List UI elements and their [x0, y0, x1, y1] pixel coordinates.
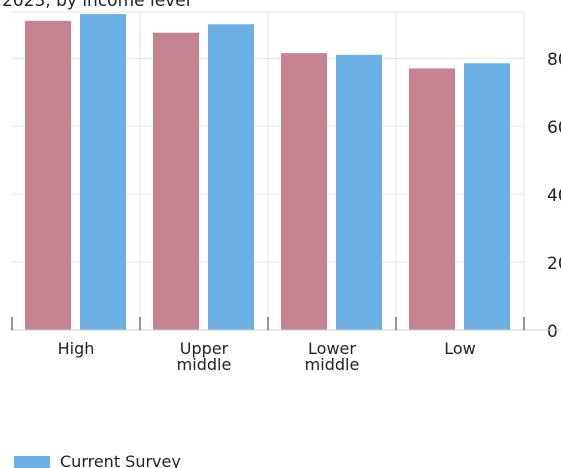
- y-tick-label: 40: [547, 186, 561, 206]
- y-tick-label: 0: [547, 322, 558, 342]
- bar: [409, 68, 455, 331]
- x-category-label: High: [58, 339, 95, 358]
- y-tick-label: 60: [547, 118, 561, 138]
- bar: [281, 53, 327, 330]
- bar: [464, 63, 510, 331]
- legend: Current Survey: [14, 452, 181, 468]
- x-category-label: middle: [305, 355, 360, 374]
- legend-label-current-survey: Current Survey: [60, 452, 181, 468]
- y-tick-label: 20: [547, 254, 561, 274]
- bar: [208, 24, 254, 330]
- x-category-label: middle: [177, 355, 232, 374]
- y-tick-label: 80: [547, 50, 561, 70]
- legend-swatch-current-survey: [14, 455, 50, 468]
- bar: [153, 32, 199, 330]
- x-category-label: Low: [444, 339, 476, 358]
- bar: [25, 20, 71, 330]
- bar: [80, 14, 126, 331]
- x-category-label: Lower: [308, 339, 356, 358]
- bar: [336, 54, 382, 331]
- chart-title: 2023, by income level: [2, 0, 191, 11]
- x-category-label: Upper: [180, 339, 229, 358]
